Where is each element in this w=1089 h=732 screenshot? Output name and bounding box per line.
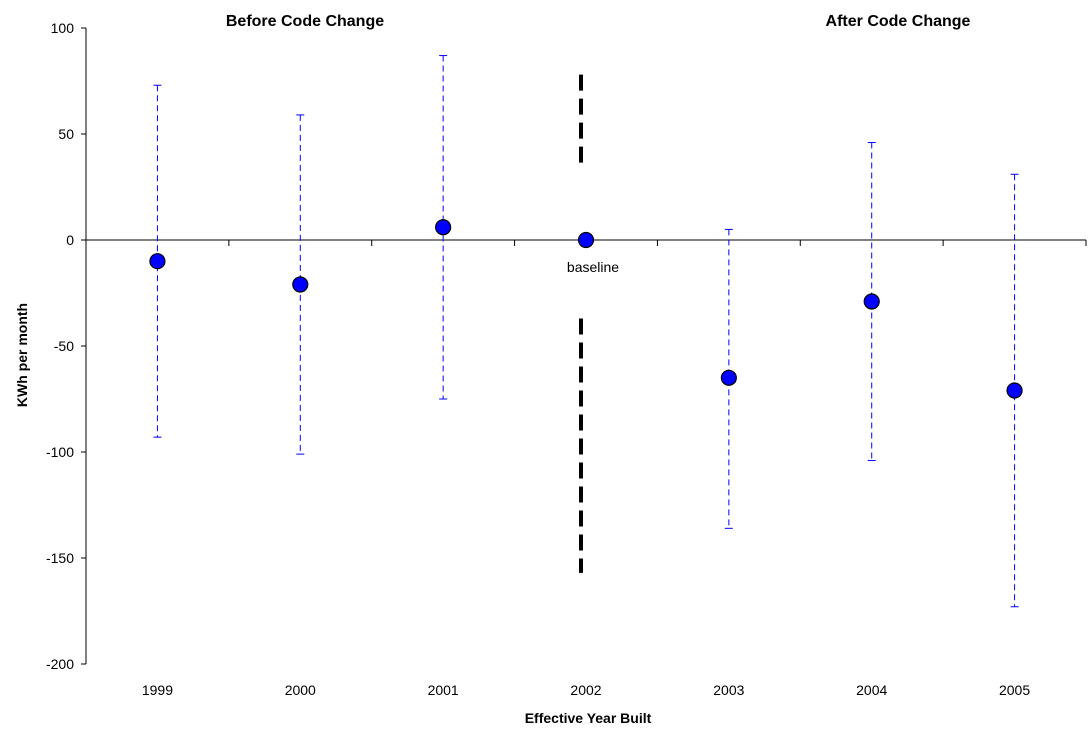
after-annotation: After Code Change (826, 13, 971, 30)
baseline-annotation: baseline (567, 259, 619, 275)
y-axis-title: KWh per month (14, 303, 30, 407)
y-tick-label: -150 (46, 550, 74, 566)
y-tick-label: 0 (66, 232, 74, 248)
x-tick-label: 2002 (570, 682, 601, 698)
y-tick-label: 50 (58, 126, 74, 142)
x-axis-title: Effective Year Built (525, 710, 652, 726)
x-tick-label: 2000 (285, 682, 316, 698)
data-point (720, 369, 737, 386)
x-tick-label: 2005 (999, 682, 1030, 698)
y-tick-label: -200 (46, 656, 74, 672)
x-tick-label: 2001 (428, 682, 459, 698)
data-point (292, 276, 309, 293)
data-point (435, 219, 452, 236)
x-tick-label: 1999 (142, 682, 173, 698)
data-point (577, 231, 595, 249)
x-tick-label: 2003 (713, 682, 744, 698)
data-point (1006, 382, 1023, 399)
before-annotation: Before Code Change (226, 13, 384, 30)
y-tick-label: -50 (54, 338, 74, 354)
data-point (863, 293, 880, 310)
x-tick-label: 2004 (856, 682, 887, 698)
y-tick-label: 100 (51, 20, 75, 36)
data-point (149, 253, 166, 270)
y-tick-label: -100 (46, 444, 74, 460)
